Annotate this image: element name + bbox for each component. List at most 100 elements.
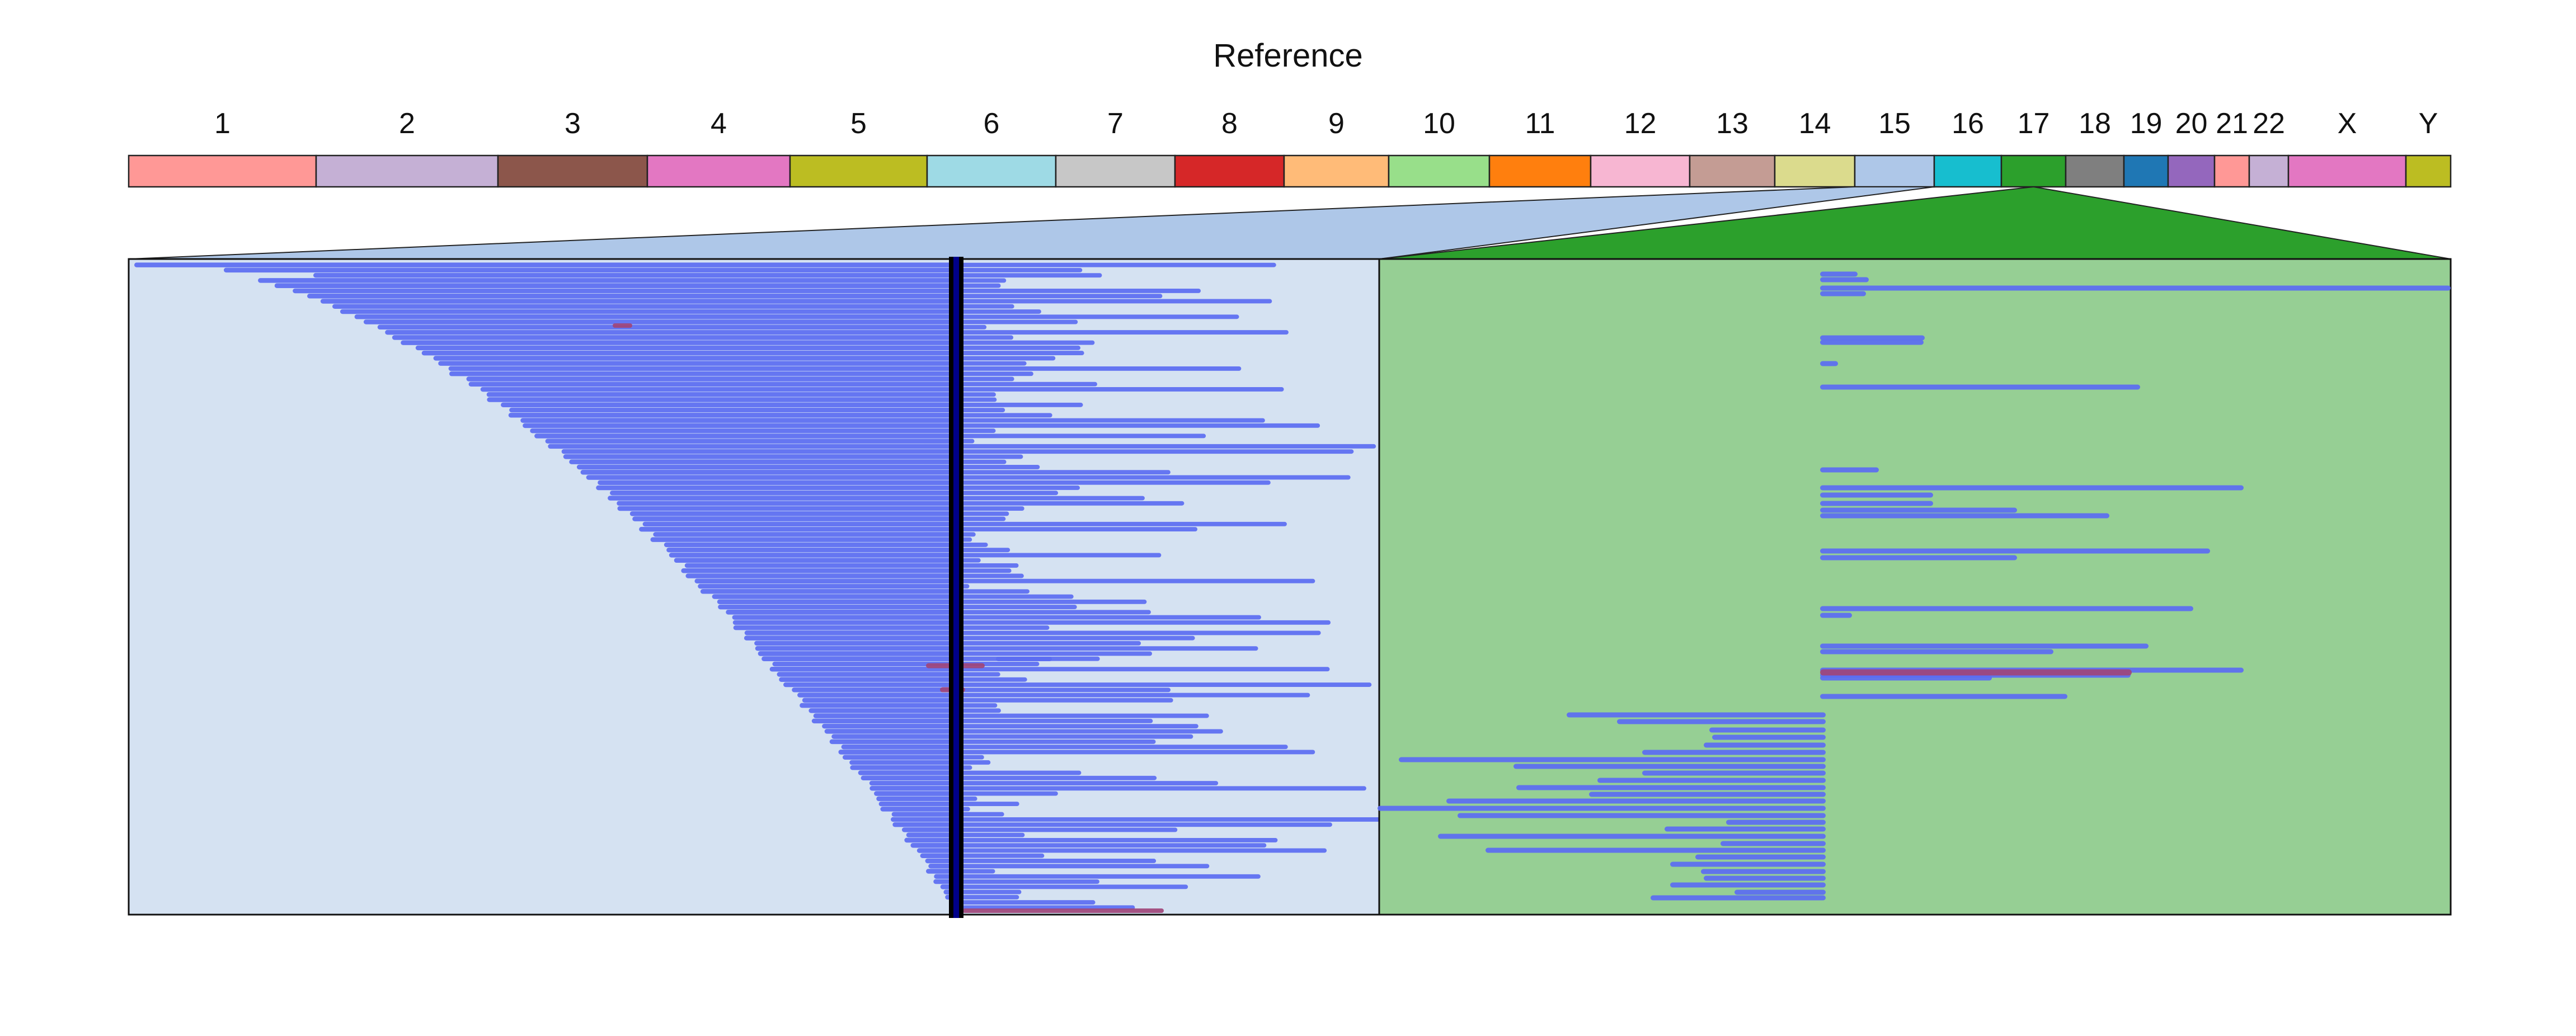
read-left-arm: [617, 506, 958, 511]
read-right-arm: [958, 750, 1315, 755]
read-left-arm: [733, 625, 958, 630]
read-right-arm: [958, 454, 1023, 459]
highlighted-read: [613, 323, 632, 328]
read-right-arm: [958, 558, 981, 563]
read-left-arm: [822, 723, 958, 729]
read-left-arm: [850, 765, 958, 770]
read-right-arm: [958, 864, 1210, 869]
chromosome-15-segment: [1854, 154, 1935, 188]
chromosome-20-segment: [2167, 154, 2216, 188]
read-left-arm: [758, 651, 958, 656]
read-chr17: [1820, 285, 2451, 291]
chromosome-17-panel[interactable]: [1378, 258, 2452, 916]
read-left-arm: [669, 553, 958, 558]
read-right-arm: [958, 894, 1019, 900]
read-right-arm: [958, 625, 1050, 630]
read-right-arm: [958, 563, 1019, 568]
read-right-arm: [958, 356, 1056, 361]
read-right-arm: [958, 672, 1000, 677]
chromosome-17-segment: [2000, 154, 2067, 188]
read-left-arm: [744, 635, 958, 641]
read-left-arm: [545, 439, 958, 444]
read-left-arm: [487, 397, 958, 402]
read-chr17: [1820, 335, 1925, 341]
read-left-arm: [486, 392, 958, 397]
read-right-arm: [958, 413, 1052, 418]
read-left-arm: [841, 744, 958, 750]
read-right-arm: [958, 402, 1083, 407]
read-chr17: [1820, 361, 1838, 366]
read-left-arm: [320, 299, 958, 304]
read-chr17: [1709, 727, 1826, 733]
read-left-arm: [891, 817, 958, 822]
read-left-arm: [824, 729, 958, 734]
chromosome-14-label: 14: [1799, 107, 1831, 140]
read-left-arm: [861, 775, 958, 781]
read-right-arm: [958, 294, 1163, 299]
read-right-arm: [958, 817, 1382, 822]
read-left-arm: [480, 387, 958, 392]
read-left-arm: [842, 755, 958, 760]
read-left-arm: [629, 511, 958, 516]
chromosome-2-segment: [315, 154, 499, 188]
read-right-arm: [958, 760, 991, 765]
read-right-arm: [958, 802, 1019, 807]
read-left-arm: [869, 780, 958, 786]
read-chr17: [1516, 785, 1826, 790]
chromosome-6-label: 6: [984, 107, 1000, 140]
read-left-arm: [797, 693, 958, 698]
chromosome-21-segment: [2213, 154, 2250, 188]
read-right-arm: [958, 718, 1153, 723]
read-left-arm: [920, 853, 958, 858]
chromosome-13-label: 13: [1716, 107, 1748, 140]
read-right-arm: [958, 734, 1193, 739]
read-left-arm: [385, 329, 958, 335]
read-left-arm: [694, 578, 958, 583]
read-left-arm: [650, 537, 958, 542]
read-chr17: [1820, 606, 2193, 611]
read-right-arm: [958, 366, 1242, 371]
breakpoint-edge: [959, 257, 963, 918]
read-chr17: [1712, 734, 1826, 740]
chromosome-13-segment: [1689, 154, 1776, 188]
read-right-arm: [958, 408, 1005, 412]
read-chr17: [1670, 882, 1826, 888]
chromosome-15-panel[interactable]: [128, 257, 1382, 918]
read-left-arm: [684, 563, 958, 568]
read-right-arm: [958, 859, 1157, 863]
read-chr17: [1567, 712, 1826, 718]
chromosome-3-segment: [497, 154, 648, 188]
read-left-arm: [274, 283, 958, 288]
chromosome-ideogram: 1 2 3 4 5 6 7 8 9 10 11 12 13 14 15 16 17 18 19 20 21 22 X Y: [128, 107, 2452, 188]
read-left-arm: [563, 454, 958, 459]
read-right-arm: [958, 874, 1261, 879]
chromosome-19-label: 19: [2130, 107, 2163, 140]
read-right-arm: [958, 573, 1024, 578]
read-chr17: [1820, 694, 2067, 699]
read-right-arm: [958, 843, 1267, 848]
read-left-arm: [726, 610, 958, 615]
chromosome-18-label: 18: [2079, 107, 2111, 140]
read-left-arm: [878, 801, 958, 807]
read-left-arm: [880, 807, 958, 812]
chromosome-11-label: 11: [1525, 107, 1555, 140]
read-right-arm: [958, 330, 1289, 335]
read-left-arm: [916, 848, 958, 853]
read-chr17: [1597, 778, 1826, 783]
read-right-arm: [958, 853, 1045, 858]
read-right-arm: [958, 397, 997, 402]
chromosome-5-label: 5: [850, 107, 867, 140]
read-right-arm: [958, 755, 984, 760]
read-right-arm: [958, 698, 1173, 703]
read-right-arm: [958, 496, 1145, 501]
read-right-arm: [958, 837, 1278, 842]
read-left-arm: [313, 272, 958, 278]
read-left-arm: [744, 630, 958, 635]
read-right-arm: [958, 708, 1001, 713]
read-right-arm: [958, 273, 1102, 278]
read-left-arm: [608, 496, 958, 501]
read-left-arm: [858, 770, 958, 775]
read-left-arm: [401, 340, 958, 345]
read-left-arm: [811, 718, 958, 724]
read-right-arm: [958, 376, 1014, 382]
